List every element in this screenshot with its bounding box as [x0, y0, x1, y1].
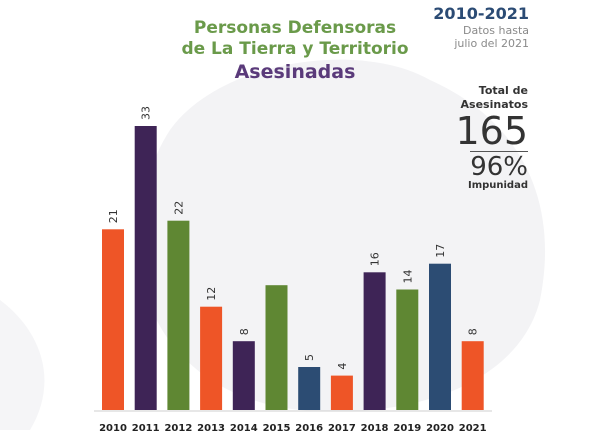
bar-2011 [134, 126, 157, 410]
bar-2019 [396, 289, 419, 410]
x-tick-label-2010: 2010 [99, 423, 127, 434]
data-note-line-2: julio del 2021 [454, 37, 529, 50]
x-tick-label-2015: 2015 [263, 423, 291, 434]
bar-2015 [265, 285, 288, 410]
x-tick-label-2012: 2012 [164, 423, 192, 434]
data-label-2019: 14 [401, 270, 414, 284]
x-tick-label-2019: 2019 [393, 423, 421, 434]
bar-2021 [461, 341, 484, 410]
data-label-2020: 17 [434, 244, 447, 258]
data-label-2017: 4 [336, 363, 349, 370]
data-label-2010: 21 [107, 209, 120, 223]
total-label-line-2: Asesinatos [460, 98, 528, 111]
bar-2020 [429, 263, 451, 410]
total-label: Total de Asesinatos [461, 84, 528, 112]
total-label-line-1: Total de [478, 84, 528, 97]
data-label-2021: 8 [467, 328, 480, 335]
data-note: Datos hasta julio del 2021 [454, 24, 529, 50]
bar-2018 [363, 272, 386, 410]
bar-2014 [232, 341, 255, 410]
bar-2010 [102, 229, 124, 410]
year-range: 2010-2021 [433, 4, 529, 23]
data-label-2012: 22 [172, 201, 185, 215]
bar-2013 [200, 306, 223, 410]
x-tick-label-2018: 2018 [361, 423, 389, 434]
data-label-2014: 8 [238, 328, 251, 335]
chart-title-line-2: de La Tierra y Territorio [181, 39, 409, 59]
x-tick-label-2013: 2013 [197, 423, 225, 434]
chart-title-line-3: Asesinadas [234, 61, 356, 83]
data-note-line-1: Datos hasta [463, 24, 529, 37]
chart-title-line-1: Personas Defensoras [193, 18, 397, 38]
data-label-2018: 16 [369, 252, 382, 266]
x-tick-label-2014: 2014 [230, 423, 258, 434]
total-value: 165 [455, 109, 528, 153]
summary-divider [470, 151, 528, 152]
impunity-value: 96% [470, 152, 528, 182]
x-tick-label-2016: 2016 [295, 423, 323, 434]
bar-2012 [167, 220, 190, 410]
bar-2016 [298, 367, 321, 410]
data-label-2011: 33 [140, 106, 153, 120]
x-tick-label-2020: 2020 [426, 423, 454, 434]
data-label-2016: 5 [303, 354, 316, 361]
x-tick-label-2021: 2021 [459, 423, 487, 434]
bar-2017 [330, 375, 353, 410]
x-tick-label-2011: 2011 [132, 423, 160, 434]
data-label-2013: 12 [205, 287, 218, 301]
x-tick-label-2017: 2017 [328, 423, 356, 434]
impunity-label: Impunidad [467, 180, 528, 191]
